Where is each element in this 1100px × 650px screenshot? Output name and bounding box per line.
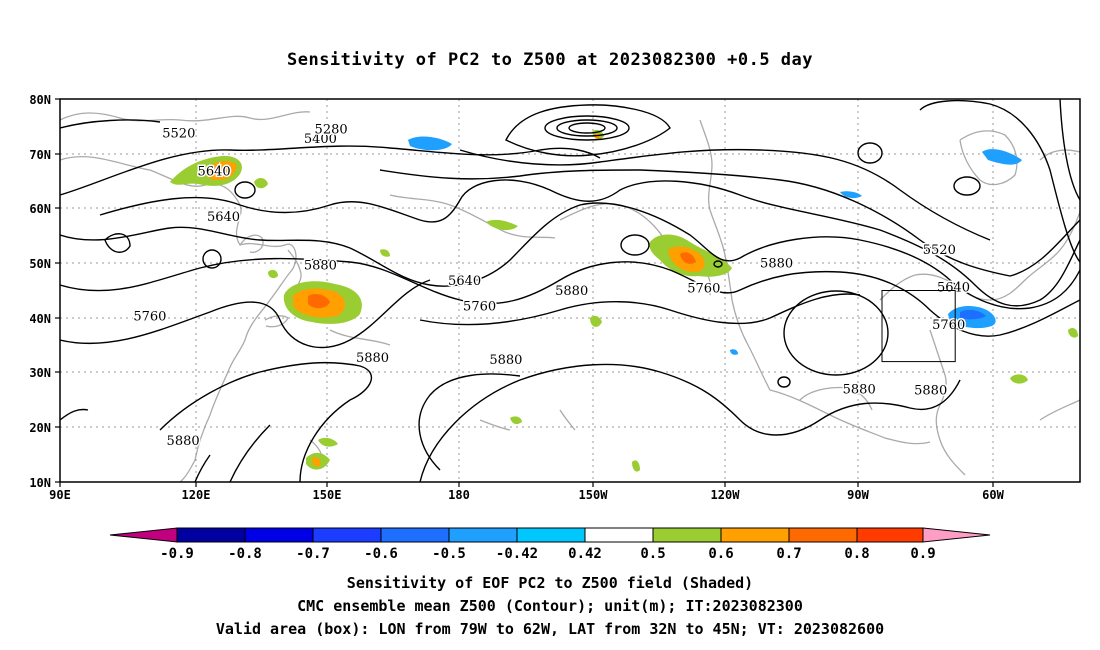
contour-label: 5880 <box>843 382 876 397</box>
lon-label: 180 <box>448 488 470 502</box>
z500-contours <box>60 99 1080 482</box>
contour-label: 5760 <box>133 310 166 325</box>
contour-label: 5520 <box>923 243 956 258</box>
contour-label: 5880 <box>914 384 947 399</box>
colorbar-swatch <box>516 527 586 543</box>
lat-label: 50N <box>29 257 51 271</box>
contour-label: 5880 <box>555 284 588 299</box>
colorbar-high-triangle <box>922 527 991 543</box>
colorbar-label: 0.7 <box>776 546 801 562</box>
lat-label: 70N <box>29 148 51 162</box>
colorbar-label: -0.42 <box>496 546 538 562</box>
colorbar-low-triangle <box>109 527 178 543</box>
colorbar-label: 0.8 <box>844 546 869 562</box>
lat-label: 40N <box>29 312 51 326</box>
contour-label: 5280 <box>315 123 348 138</box>
contour-label: 5640 <box>937 281 970 296</box>
contour-label: 5880 <box>489 353 522 368</box>
colorbar-label: -0.7 <box>296 546 330 562</box>
lon-label: 150E <box>313 488 342 502</box>
lon-label: 90E <box>49 488 71 502</box>
colorbar-swatch <box>380 527 450 543</box>
colorbar-label: 0.5 <box>640 546 665 562</box>
lon-label: 90W <box>847 488 869 502</box>
colorbar-swatch <box>856 527 924 543</box>
contour-label: 5400 <box>304 132 337 147</box>
colorbar-label: -0.9 <box>160 546 194 562</box>
footer-line-shading: Sensitivity of EOF PC2 to Z500 field (Sh… <box>346 574 754 592</box>
contour-label: 5880 <box>304 259 337 274</box>
contour-label: 5760 <box>932 318 965 333</box>
footer-line-valid-area: Valid area (box): LON from 79W to 62W, L… <box>215 620 885 638</box>
colorbar-label: -0.5 <box>432 546 466 562</box>
valid-area-box <box>881 290 956 363</box>
colorbar-swatch <box>652 527 722 543</box>
colorbar-label: 0.42 <box>568 546 602 562</box>
gridlines <box>60 99 1080 482</box>
lat-label: 80N <box>29 93 51 107</box>
colorbar <box>109 527 991 543</box>
sensitivity-shading <box>170 129 1078 472</box>
colorbar-swatch <box>176 527 246 543</box>
colorbar-label: 0.9 <box>910 546 935 562</box>
contour-label: 5880 <box>167 434 200 449</box>
lat-label: 60N <box>29 202 51 216</box>
colorbar-label: -0.8 <box>228 546 262 562</box>
lon-label: 150W <box>579 488 609 502</box>
contour-label: 5640 <box>207 210 240 225</box>
colorbar-swatch <box>584 527 654 543</box>
lon-label: 60W <box>982 488 1004 502</box>
lat-label: 10N <box>29 476 51 490</box>
contour-label: 5880 <box>356 351 389 366</box>
colorbar-swatch <box>448 527 518 543</box>
lon-label: 120E <box>182 488 211 502</box>
lat-label: 20N <box>29 421 51 435</box>
contour-label: 5880 <box>760 257 793 272</box>
contour-label: 5760 <box>463 300 496 315</box>
lon-label: 120W <box>711 488 741 502</box>
contour-label: 5520 <box>162 126 195 141</box>
colorbar-swatch <box>244 527 314 543</box>
colorbar-swatch <box>312 527 382 543</box>
map-title: Sensitivity of PC2 to Z500 at 2023082300… <box>286 50 813 70</box>
colorbar-label: -0.6 <box>364 546 398 562</box>
colorbar-swatch <box>720 527 790 543</box>
contour-label: 5640 <box>198 165 231 180</box>
colorbar-swatch <box>788 527 858 543</box>
contour-label: 5640 <box>448 274 481 289</box>
lat-label: 30N <box>29 366 51 380</box>
footer-line-contour: CMC ensemble mean Z500 (Contour); unit(m… <box>297 597 803 615</box>
colorbar-label: 0.6 <box>708 546 733 562</box>
map-frame <box>59 98 1081 483</box>
contour-label: 5760 <box>687 282 720 297</box>
